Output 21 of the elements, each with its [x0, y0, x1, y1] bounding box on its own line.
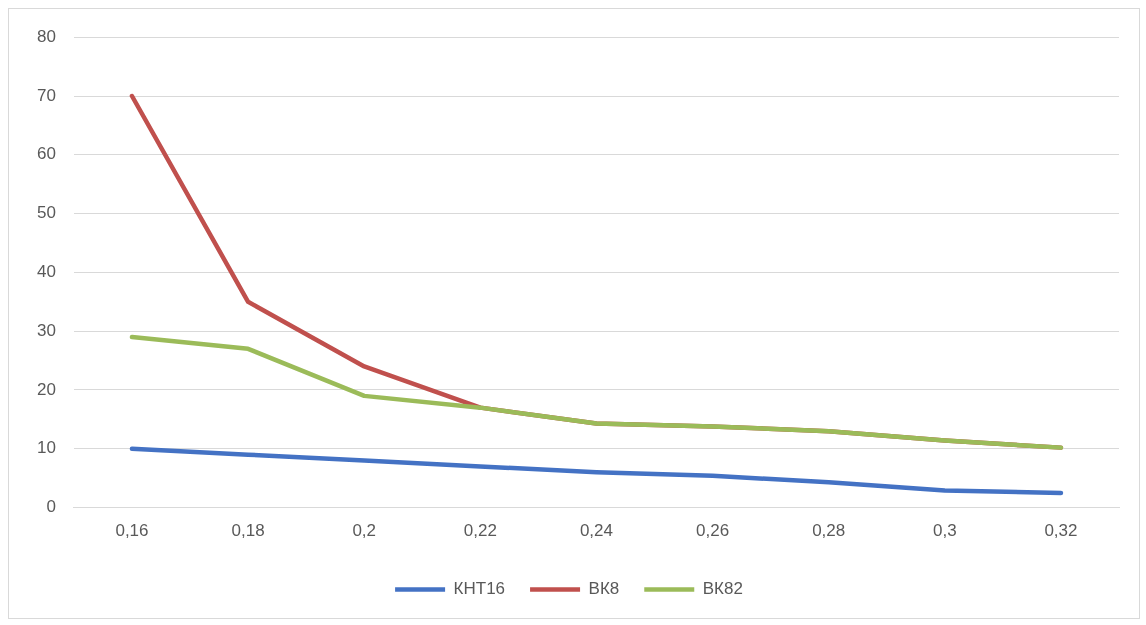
x-tick-label: 0,16	[115, 521, 149, 541]
x-tick-label: 0,2	[352, 521, 377, 541]
legend-label: КНТ16	[453, 579, 506, 599]
x-tick-label: 0,3	[933, 521, 957, 541]
x-tick-label: 0,18	[231, 521, 265, 541]
x-tick-label: 0,26	[696, 521, 730, 541]
y-tick-label: 10	[36, 438, 56, 458]
y-tick-label: 80	[36, 26, 56, 46]
y-tick-label: 70	[36, 85, 56, 105]
legend-label: ВК82	[702, 579, 743, 599]
y-tick-label: 60	[36, 144, 56, 164]
y-tick-label: 30	[36, 320, 56, 340]
x-tick-label: 0,22	[463, 521, 497, 541]
y-tick-label: 50	[36, 203, 56, 223]
x-tick-label: 0,24	[579, 521, 613, 541]
legend-label: ВК8	[588, 579, 620, 599]
y-tick-label: 40	[36, 262, 56, 282]
y-tick-label: 0	[46, 497, 56, 517]
y-tick-label: 20	[36, 379, 56, 399]
x-tick-label: 0,32	[1044, 521, 1078, 541]
x-tick-label: 0,28	[812, 521, 846, 541]
